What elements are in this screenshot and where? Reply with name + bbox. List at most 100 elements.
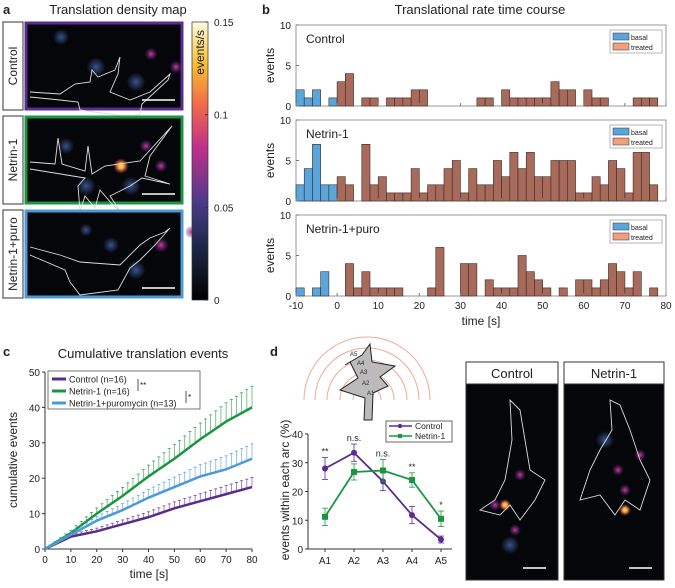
legend: basal treated — [609, 219, 663, 244]
treated-bar — [509, 287, 519, 297]
treated-bar — [575, 279, 585, 297]
histogram-panel-title: Control — [306, 32, 345, 46]
legend-label: Netrin-1 — [415, 431, 446, 441]
row-label-box — [2, 115, 24, 205]
row-label: Netrin-1+puro — [6, 217, 20, 291]
treated-bar — [493, 160, 502, 202]
treated-bar — [641, 152, 650, 202]
series-line — [44, 457, 253, 551]
legend-label: Control (n=16) — [69, 375, 127, 385]
histogram-panel: 0 5 10 events Netrin-1 basal treated — [263, 116, 667, 208]
treated-bar — [517, 97, 527, 107]
treated-bar — [567, 89, 576, 107]
y-tick-label: 10 — [29, 510, 41, 521]
treated-bar — [599, 184, 609, 202]
y-axis-label: events — [263, 238, 277, 273]
treated-bar — [591, 287, 601, 297]
treated-bar — [534, 97, 543, 107]
arc-label: A1 — [367, 391, 375, 397]
x-tick-label: 70 — [619, 301, 631, 312]
treated-bar — [608, 263, 617, 297]
x-tick-label: 10 — [373, 301, 385, 312]
arc-label: A3 — [360, 370, 368, 376]
data-point — [409, 477, 415, 483]
arc-diagram: A5 A4 A3 A2 A1 — [303, 336, 431, 421]
legend-label-treated: treated — [631, 235, 653, 242]
treated-bar — [476, 184, 486, 202]
arc-label: A4 — [357, 361, 365, 367]
treated-bar — [443, 168, 453, 202]
x-tick-label: 50 — [169, 555, 181, 566]
x-tick-label: A2 — [348, 556, 361, 567]
treated-bar — [632, 97, 642, 107]
basal-bar — [312, 287, 321, 297]
series-line — [44, 485, 253, 551]
density-hotspot — [514, 469, 526, 481]
density-hotspot — [509, 524, 521, 536]
density-hotspot — [619, 504, 631, 516]
x-tick-label: 40 — [143, 555, 155, 566]
legend: basal treated — [609, 124, 663, 149]
density-hotspot — [79, 223, 93, 237]
treated-bar — [558, 160, 568, 202]
treated-bar — [525, 271, 535, 297]
density-hotspot — [121, 176, 141, 196]
basal-bar — [303, 97, 313, 107]
treated-bar — [451, 160, 461, 202]
density-hotspot — [103, 237, 119, 253]
treated-bar — [386, 192, 395, 202]
series — [44, 443, 254, 551]
legend-swatch-treated — [612, 232, 630, 241]
density-hotspot — [612, 464, 624, 476]
basal-bar — [328, 97, 338, 107]
image-title: Control — [491, 366, 533, 381]
panel-d-ylabel: events within each arc (%) — [278, 420, 292, 561]
treated-bar — [361, 144, 371, 202]
density-hotspot — [76, 176, 96, 196]
basal-bar — [320, 184, 330, 202]
panel-c-title: Cumulative translation events — [58, 346, 229, 361]
panel-label-a: a — [3, 2, 11, 17]
x-tick-label: 0 — [42, 555, 48, 566]
legend-swatch-treated — [612, 42, 630, 51]
treated-bar — [501, 176, 511, 202]
arc-label: A2 — [362, 381, 370, 387]
histogram-panel-title: Netrin-1+puro — [306, 222, 380, 236]
basal-bar — [295, 287, 305, 297]
treated-bar — [550, 160, 560, 202]
treated-bar — [599, 97, 609, 107]
legend-label: Netrin-1+puromycin (n=13) — [69, 399, 177, 409]
treated-bar — [542, 176, 552, 202]
x-tick-label: 30 — [117, 555, 129, 566]
density-hotspot — [596, 431, 614, 449]
x-tick-label: A5 — [435, 556, 448, 567]
treated-bar — [419, 192, 428, 202]
x-tick-label: -10 — [289, 301, 304, 312]
treated-bar — [361, 97, 371, 107]
treated-bar — [583, 192, 593, 202]
treated-bar — [583, 89, 593, 107]
panel-c-xlabel: time [s] — [130, 567, 169, 581]
density-hotspot — [154, 159, 168, 173]
treated-bar — [558, 89, 568, 107]
panel-b-xlabel: time [s] — [462, 314, 501, 328]
treated-bar — [558, 287, 568, 297]
treated-bar — [542, 97, 552, 107]
y-tick-label: 10 — [280, 116, 292, 127]
treated-bar — [435, 184, 445, 202]
density-hotspot — [139, 139, 153, 153]
density-hotspot — [501, 536, 519, 554]
treated-bar — [369, 287, 379, 297]
treated-bar — [632, 271, 642, 297]
legend-label: Netrin-1 (n=16) — [69, 387, 130, 397]
treated-bar — [361, 271, 371, 297]
treated-bar — [575, 192, 585, 202]
treated-bar — [410, 89, 420, 107]
x-tick-label: 60 — [195, 555, 207, 566]
treated-bar — [493, 287, 502, 297]
cell-outline — [478, 398, 546, 521]
legend-label-basal: basal — [631, 130, 648, 137]
treated-bar — [353, 287, 363, 297]
basal-bar — [303, 168, 313, 202]
